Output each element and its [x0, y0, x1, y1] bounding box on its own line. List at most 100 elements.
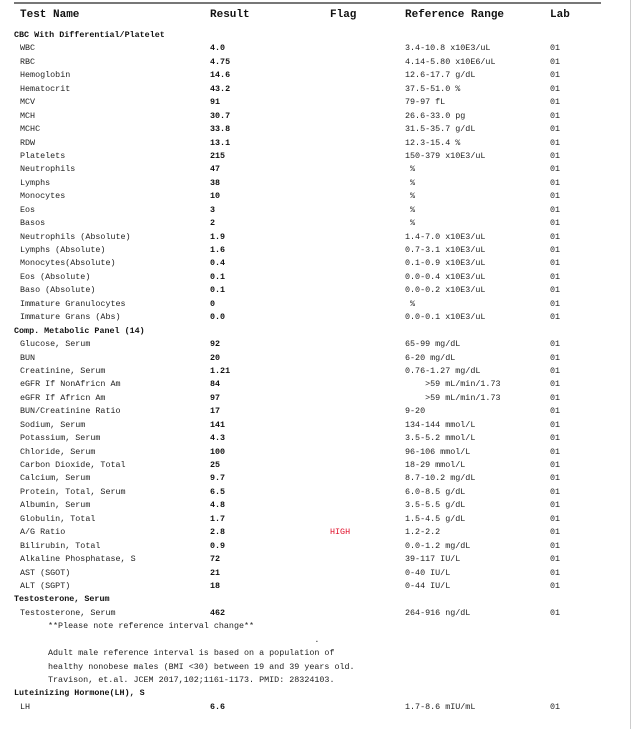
test-name: RDW	[20, 137, 36, 148]
test-name: BUN/Creatinine Ratio	[20, 406, 121, 417]
result-value: 9.7	[210, 473, 226, 484]
table-row: MCH 30.7 26.6-33.0 pg 01	[0, 110, 643, 123]
section-title: CBC With Differential/Platelet	[14, 30, 165, 40]
test-name: Albumin, Serum	[20, 500, 91, 511]
lab-code: 01	[550, 352, 561, 363]
test-name: Immature Grans (Abs)	[20, 312, 121, 323]
reference-range: 0.0-0.2 x10E3/uL	[405, 285, 486, 296]
note-line: .	[0, 634, 643, 647]
reference-range: 0.0-0.4 x10E3/uL	[405, 271, 486, 282]
test-name: Lymphs (Absolute)	[20, 245, 106, 255]
lab-code: 01	[550, 607, 561, 618]
lab-code: 01	[550, 285, 561, 296]
table-row: Hemoglobin 14.6 12.6-17.7 g/dL 01	[0, 69, 643, 82]
lab-code: 01	[550, 83, 561, 94]
table-row: Monocytes(Absolute) 0.4 0.1-0.9 x10E3/uL 01	[0, 257, 643, 270]
reference-range: 37.5-51.0 %	[405, 83, 461, 94]
table-row: Globulin, Total 1.7 1.5-4.5 g/dL 01	[0, 513, 643, 526]
table-row: Lymphs 38 % 01	[0, 177, 643, 190]
table-row: LH 6.6 1.7-8.6 mIU/mL 01	[0, 701, 643, 714]
test-name: Sodium, Serum	[20, 419, 86, 430]
test-name: Platelets	[20, 150, 66, 161]
table-row: Platelets 215 150-379 x10E3/uL 01	[0, 150, 643, 163]
reference-range: 3.4-10.8 x10E3/uL	[405, 43, 491, 54]
reference-range: 6-20 mg/dL	[405, 352, 456, 363]
reference-range: %	[405, 177, 416, 188]
test-name: RBC	[20, 56, 36, 67]
table-row: Testosterone, Serum 462 264-916 ng/dL 01	[0, 607, 643, 620]
result-value: 84	[210, 379, 221, 390]
lab-code: 01	[550, 164, 561, 175]
section-header: Testosterone, Serum	[0, 593, 643, 606]
test-name: ALT (SGPT)	[20, 580, 71, 591]
test-name: Globulin, Total	[20, 513, 96, 524]
table-row: MCHC 33.8 31.5-35.7 g/dL 01	[0, 123, 643, 136]
reference-range: 1.7-8.6 mIU/mL	[405, 701, 476, 712]
test-name: Lymphs	[20, 177, 51, 188]
result-value: 38	[210, 177, 221, 188]
reference-range: 150-379 x10E3/uL	[405, 150, 486, 161]
reference-range: 4.14-5.80 x10E6/uL	[405, 56, 496, 67]
section-header: Comp. Metabolic Panel (14)	[0, 325, 643, 338]
lab-code: 01	[550, 312, 561, 323]
reference-range: 6.0-8.5 g/dL	[405, 486, 466, 497]
result-value: 1.21	[210, 365, 231, 376]
table-row: Eos (Absolute) 0.1 0.0-0.4 x10E3/uL 01	[0, 271, 643, 284]
result-value: 10	[210, 191, 221, 202]
lab-code: 01	[550, 137, 561, 148]
test-name: Immature Granulocytes	[20, 298, 126, 309]
result-value: 4.75	[210, 56, 231, 67]
test-name: MCV	[20, 97, 36, 108]
result-value: 14.6	[210, 70, 231, 81]
lab-code: 01	[550, 70, 561, 81]
test-name: Potassium, Serum	[20, 433, 101, 444]
lab-code: 01	[550, 231, 561, 242]
lab-code: 01	[550, 513, 561, 524]
table-row: Eos 3 % 01	[0, 204, 643, 217]
reference-range: 0-44 IU/L	[405, 580, 451, 591]
result-value: 0.0	[210, 312, 226, 323]
result-value: 20	[210, 352, 221, 363]
result-value: 17	[210, 406, 221, 417]
test-name: WBC	[20, 43, 36, 54]
table-row: Protein, Total, Serum 6.5 6.0-8.5 g/dL 01	[0, 486, 643, 499]
reference-range: 12.6-17.7 g/dL	[405, 70, 476, 81]
table-row: ALT (SGPT) 18 0-44 IU/L 01	[0, 580, 643, 593]
table-row: Lymphs (Absolute) 1.6 0.7-3.1 x10E3/uL 01	[0, 244, 643, 257]
result-value: 92	[210, 339, 221, 350]
note-line: **Please note reference interval change*…	[0, 620, 643, 633]
result-value: 33.8	[210, 124, 231, 135]
section-title: Testosterone, Serum	[14, 594, 110, 605]
lab-code: 01	[550, 527, 561, 538]
test-name: Calcium, Serum	[20, 473, 91, 484]
reference-range: %	[405, 298, 416, 309]
top-rule	[14, 2, 601, 4]
reference-range: 8.7-10.2 mg/dL	[405, 473, 476, 484]
result-value: 21	[210, 567, 221, 578]
lab-code: 01	[550, 258, 561, 269]
reference-range: 264-916 ng/dL	[405, 607, 471, 618]
note-text: Travison, et.al. JCEM 2017,102;1161-1173…	[48, 675, 335, 685]
lab-code: 01	[550, 419, 561, 430]
lab-code: 01	[550, 218, 561, 229]
result-value: 97	[210, 392, 221, 403]
reference-range: 39-117 IU/L	[405, 554, 461, 565]
result-value: 2.8	[210, 527, 226, 538]
table-row: Bilirubin, Total 0.9 0.0-1.2 mg/dL 01	[0, 540, 643, 553]
note-line: Travison, et.al. JCEM 2017,102;1161-1173…	[0, 674, 643, 687]
result-value: 2	[210, 218, 216, 229]
table-row: Basos 2 % 01	[0, 217, 643, 230]
note-text: healthy nonobese males (BMI <30) between…	[48, 661, 355, 672]
reference-range: 0.0-1.2 mg/dL	[405, 540, 471, 551]
table-row: Hematocrit 43.2 37.5-51.0 % 01	[0, 83, 643, 96]
test-name: MCHC	[20, 124, 41, 135]
result-value: 0.4	[210, 258, 226, 269]
result-value: 0	[210, 298, 216, 309]
reference-range: 0.76-1.27 mg/dL	[405, 365, 481, 376]
lab-code: 01	[550, 446, 561, 457]
reference-range: >59 mL/min/1.73	[405, 392, 501, 403]
section-header: Luteinizing Hormone(LH), S	[0, 687, 643, 700]
reference-range: %	[405, 164, 416, 175]
result-value: 6.5	[210, 486, 226, 497]
lab-code: 01	[550, 500, 561, 511]
